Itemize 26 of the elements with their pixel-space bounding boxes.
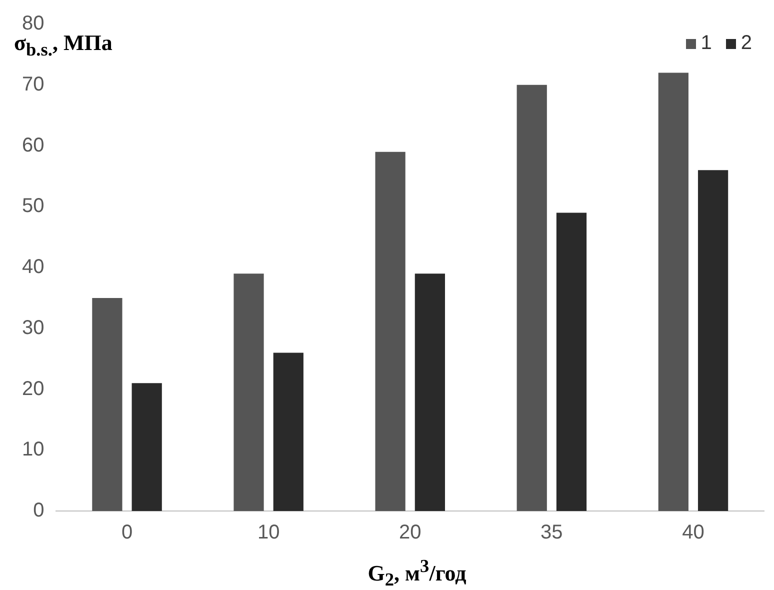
x-tick-label: 35	[540, 522, 563, 544]
legend-label: 1	[700, 32, 712, 54]
bar	[516, 84, 547, 511]
bar	[92, 298, 122, 511]
x-tick-label: 10	[257, 522, 280, 544]
legend-label: 2	[740, 32, 752, 54]
x-tick-label: 20	[399, 522, 422, 544]
bar	[658, 72, 688, 511]
bar	[234, 274, 264, 511]
bar	[556, 212, 587, 511]
y-tick-label: 10	[22, 438, 44, 461]
bar	[375, 152, 406, 511]
x-tick-label: 0	[121, 522, 133, 544]
y-tick-label: 40	[22, 256, 44, 278]
bar	[273, 352, 304, 511]
y-tick-label: 30	[22, 316, 44, 339]
x-tick-label: 40	[682, 522, 704, 544]
y-tick-label: 60	[22, 134, 44, 156]
x-axis-title: G$_{2}$, м$^{3}$/год	[366, 556, 468, 590]
bar	[698, 170, 728, 511]
bar	[132, 383, 162, 511]
y-tick-label: 50	[22, 195, 44, 218]
y-tick-label: 20	[22, 378, 44, 400]
bar	[414, 274, 445, 511]
y-tick-label: 70	[22, 73, 44, 96]
y-tick-label: 0	[33, 500, 44, 522]
